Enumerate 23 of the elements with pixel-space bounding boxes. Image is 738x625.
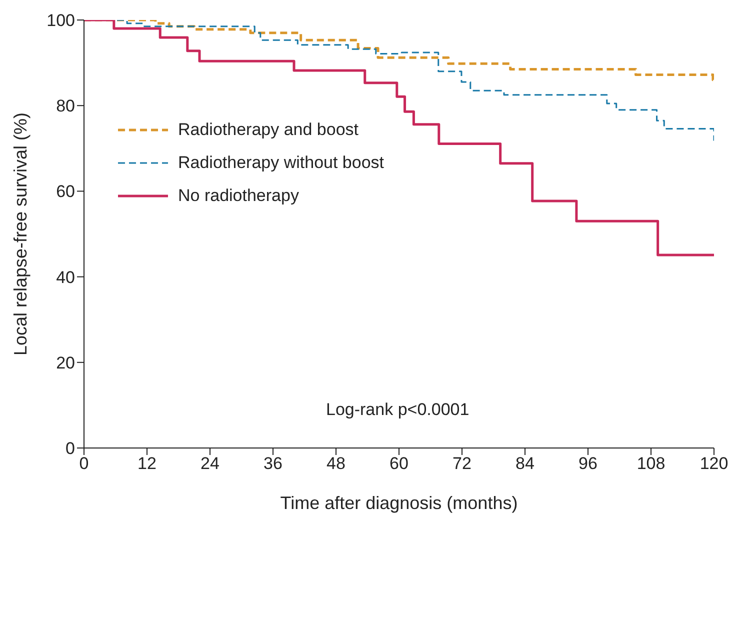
x-tick-label: 84	[516, 454, 534, 474]
x-tick-label: 24	[200, 454, 220, 474]
x-tick-label: 48	[326, 454, 346, 474]
legend-label: No radiotherapy	[178, 186, 299, 206]
y-axis-title: Local relapse-free survival (%)	[10, 112, 30, 356]
x-tick-label: 72	[452, 454, 472, 474]
legend-label: Radiotherapy and boost	[178, 120, 359, 140]
y-tick-label: 0	[66, 439, 75, 458]
y-tick-label: 40	[56, 268, 75, 287]
x-tick-label: 0	[79, 454, 89, 474]
legend-label: Radiotherapy without boost	[178, 152, 384, 172]
annotation: Log-rank p<0.0001	[326, 400, 470, 420]
y-tick-label: 60	[56, 182, 75, 202]
y-tick-label: 20	[56, 353, 75, 372]
x-tick-label: 36	[264, 454, 282, 474]
x-tick-label: 60	[390, 454, 408, 474]
x-tick-label: 96	[578, 454, 598, 474]
y-tick-label: 80	[56, 96, 75, 116]
y-tick-label: 100	[46, 11, 75, 30]
x-axis-title: Time after diagnosis (months)	[280, 492, 518, 513]
x-tick-label: 12	[138, 454, 156, 474]
x-tick-label: 120	[700, 454, 728, 474]
x-tick-label: 108	[636, 454, 666, 474]
